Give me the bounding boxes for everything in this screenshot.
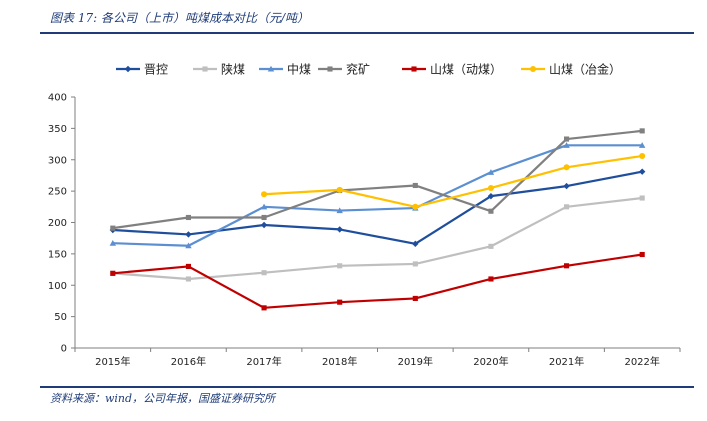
legend-item: 兖矿: [318, 62, 370, 77]
y-tick-label: 150: [48, 249, 67, 260]
x-tick-label: 2017年: [246, 355, 281, 368]
data-point: [487, 184, 494, 192]
data-point: [412, 295, 418, 301]
legend-label: 山煤（动煤）: [430, 63, 502, 77]
y-tick-label: 300: [48, 155, 67, 166]
y-tick-label: 400: [48, 93, 67, 104]
title-rule: [40, 32, 694, 34]
legend-swatch-marker: [202, 66, 208, 72]
data-point: [412, 203, 419, 210]
series-4: [110, 128, 645, 231]
legend-label: 中煤: [287, 62, 311, 77]
data-point: [260, 203, 268, 210]
series-line: [112, 196, 643, 281]
y-tick-label: 100: [48, 281, 67, 292]
data-point: [639, 195, 645, 201]
data-point: [185, 214, 191, 221]
legend-item: 晋控: [116, 63, 168, 77]
data-point: [563, 182, 570, 190]
x-tick-label: 2020年: [473, 355, 508, 368]
source-rule: [40, 386, 694, 388]
series-5: [110, 251, 645, 311]
series-3: [109, 142, 646, 249]
x-tick-label: 2016年: [171, 355, 206, 368]
x-tick-label: 2018年: [322, 355, 357, 368]
legend-swatch-marker: [529, 65, 537, 73]
data-point: [337, 263, 343, 269]
y-tick-label: 200: [48, 218, 67, 229]
data-point: [110, 225, 116, 231]
data-point: [261, 214, 267, 221]
data-point: [336, 186, 343, 193]
data-point: [488, 208, 494, 214]
y-tick-label: 250: [48, 187, 67, 198]
legend-item: 山煤（动煤）: [402, 63, 502, 77]
data-point: [185, 263, 191, 269]
data-point: [488, 243, 494, 249]
data-point: [185, 242, 192, 249]
legend-swatch-marker: [411, 66, 417, 72]
series-line: [112, 170, 643, 245]
data-point: [564, 263, 570, 269]
chart-legend: 晋控 陕煤 中煤 兖矿 山煤（动煤） 山煤（冶金）: [116, 62, 621, 77]
data-point: [487, 169, 495, 175]
data-point: [185, 231, 192, 238]
data-point: [563, 164, 570, 171]
series-line: [112, 253, 643, 309]
x-tick-label: 2021年: [549, 355, 584, 368]
chart-axes: 0 50 100 150 200 250 300 350 400 2015年 2016年 2017年 2…: [48, 93, 681, 368]
legend-label: 晋控: [144, 63, 168, 77]
y-tick-label: 50: [54, 312, 67, 323]
data-point: [487, 192, 495, 200]
data-point: [564, 204, 570, 210]
legend-label: 陕煤: [221, 62, 245, 77]
data-point: [564, 136, 570, 142]
data-point: [336, 226, 343, 233]
legend-swatch-marker: [327, 66, 333, 72]
data-point: [337, 299, 343, 305]
legend-swatch-marker: [124, 65, 132, 73]
series-line: [263, 154, 643, 208]
data-point: [563, 142, 570, 148]
series-line: [112, 144, 643, 247]
data-point: [639, 152, 646, 160]
data-point: [412, 261, 418, 267]
x-tick-label: 2015年: [95, 355, 130, 368]
legend-label: 兖矿: [346, 62, 370, 77]
data-point: [639, 251, 645, 258]
y-tick-label: 350: [48, 124, 67, 135]
legend-swatch-marker: [267, 65, 275, 72]
data-point: [639, 128, 645, 134]
x-tick-label: 2022年: [624, 355, 659, 368]
legend-item: 陕煤: [193, 62, 245, 77]
data-point: [638, 142, 646, 148]
legend-item: 山煤（冶金）: [521, 62, 621, 77]
data-point: [638, 168, 646, 175]
data-point: [336, 207, 343, 214]
legend-item: 中煤: [259, 62, 311, 77]
series-line: [112, 129, 643, 230]
data-point: [110, 270, 116, 276]
x-tick-label: 2019年: [398, 355, 433, 368]
data-point: [412, 182, 418, 189]
data-point: [260, 221, 268, 229]
y-tick-label: 0: [61, 344, 67, 355]
series-6: [261, 152, 646, 210]
source-note: 资料来源：wind，公司年报，国盛证券研究所: [50, 392, 276, 405]
figure-title: 图表 17: 各公司（上市）吨煤成本对比（元/吨）: [50, 11, 309, 25]
data-point: [261, 305, 267, 311]
data-point: [412, 240, 419, 248]
data-point: [261, 191, 268, 198]
data-point: [109, 240, 117, 246]
legend-label: 山煤（冶金）: [549, 62, 621, 77]
data-point: [261, 270, 267, 276]
chart-series: [109, 128, 646, 311]
data-point: [488, 276, 494, 282]
data-point: [185, 276, 191, 282]
